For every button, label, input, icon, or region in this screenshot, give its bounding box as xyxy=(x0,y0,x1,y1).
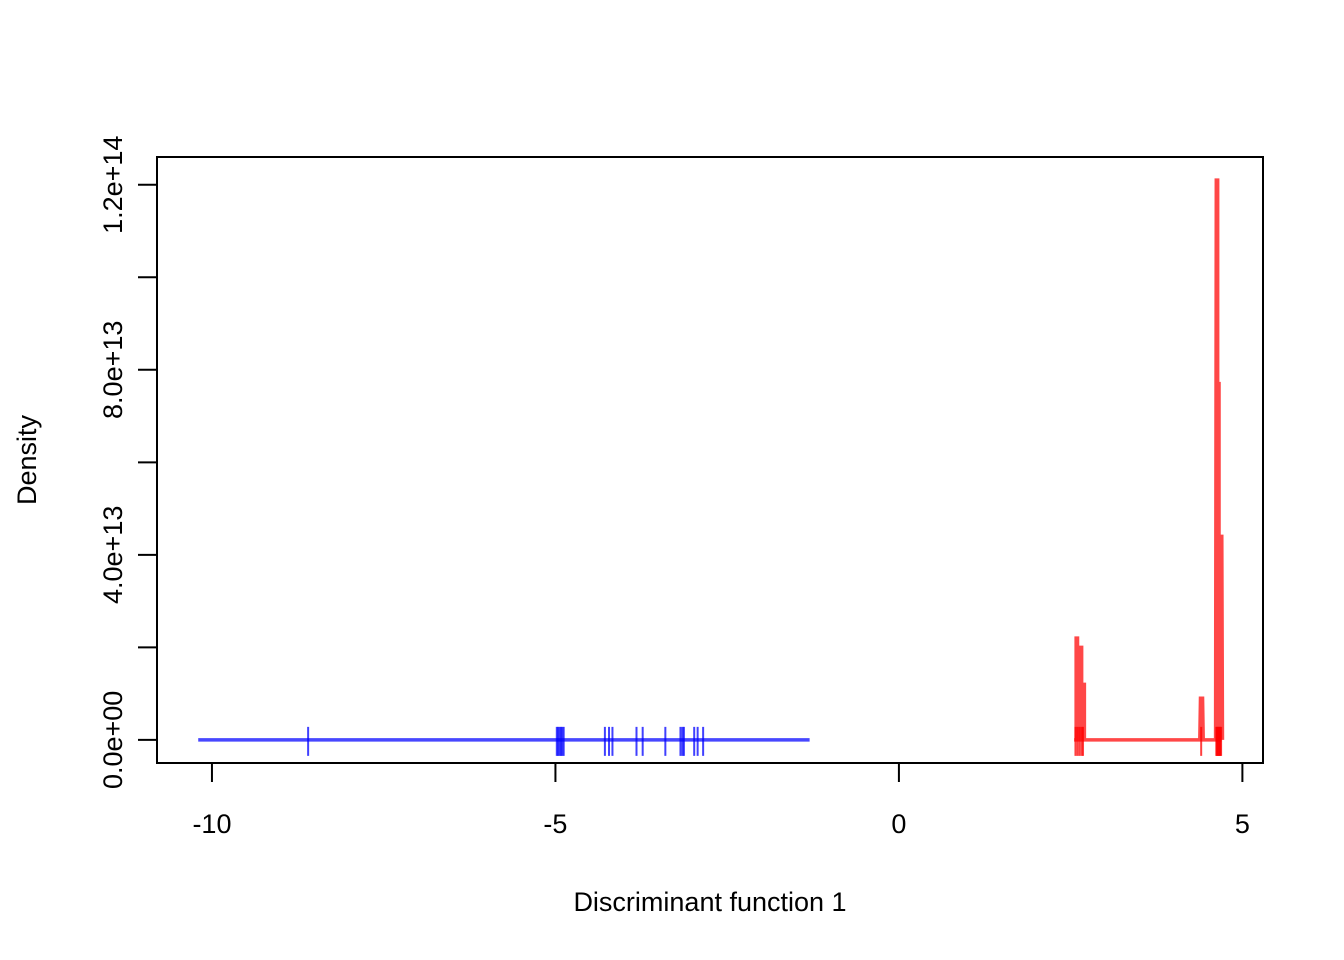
x-tick-label: 5 xyxy=(1235,809,1250,839)
y-tick-label: 0.0e+00 xyxy=(98,691,128,789)
y-tick-label: 1.2e+14 xyxy=(98,136,128,234)
y-tick-label: 8.0e+13 xyxy=(98,321,128,419)
x-tick-label: -5 xyxy=(543,809,567,839)
y-axis-title: Density xyxy=(12,414,42,505)
density-line xyxy=(1074,178,1225,742)
series-layer xyxy=(198,178,1225,756)
x-axis: -10 -5 0 5 xyxy=(192,762,1250,839)
y-axis: 0.0e+00 4.0e+13 8.0e+13 1.2e+14 xyxy=(98,136,158,789)
plot-frame xyxy=(156,156,1264,764)
series-1 xyxy=(198,726,810,756)
x-axis-title: Discriminant function 1 xyxy=(573,887,846,917)
series-2 xyxy=(1074,178,1225,756)
x-tick-label: -10 xyxy=(192,809,231,839)
y-tick-label: 4.0e+13 xyxy=(98,506,128,604)
x-tick-label: 0 xyxy=(891,809,906,839)
